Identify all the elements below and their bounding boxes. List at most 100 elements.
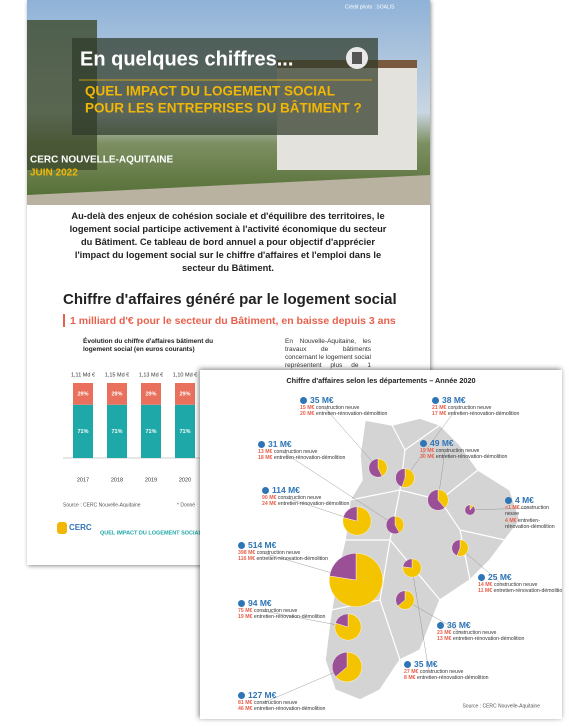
callout-total: 127 M€ (238, 690, 325, 700)
callout-total: 4 M€ (505, 495, 561, 505)
amount-text: construction neuve (278, 495, 322, 501)
bar-label: 71% (111, 429, 122, 435)
amount-label: 398 M€ (238, 550, 255, 556)
callout-total: 38 M€ (432, 395, 519, 405)
callout-line: 116 M€ entretien-rénovation-démolition (238, 556, 328, 562)
amount-label: 46 M€ (238, 706, 252, 712)
x-tick-label: 2017 (77, 477, 89, 483)
callout-line: 8 M€ entretien-rénovation-démolition (404, 675, 489, 681)
section-title: Chiffre d'affaires généré par le logemen… (63, 291, 397, 308)
money-icon (505, 497, 512, 504)
callout-line: 11 M€ entretien-rénovation-démolition (478, 588, 562, 594)
total-label: 514 M€ (248, 540, 276, 550)
callout-total: 49 M€ (420, 438, 507, 448)
bar-label: 71% (179, 429, 190, 435)
money-icon (238, 542, 245, 549)
callout-line: 17 M€ entretien-rénovation-démolition (432, 411, 519, 417)
callout-line: 24 M€ entretien-rénovation-démolition (262, 501, 349, 507)
amount-text: entretien-rénovation-démolition (417, 675, 489, 681)
pie-slice (330, 553, 356, 580)
note: * Donné (177, 502, 195, 508)
logo-mark (57, 522, 67, 534)
total-label: 38 M€ (442, 395, 466, 405)
amount-label: 30 M€ (420, 454, 434, 460)
source: Source : CERC Nouvelle-Aquitaine (63, 502, 141, 508)
amount-text: construction neuve (436, 448, 480, 454)
amount-text: entretien-rénovation-démolition (254, 614, 326, 620)
intro: Au-delà des enjeux de cohésion sociale e… (63, 210, 393, 275)
pie-slice (465, 505, 475, 515)
total-label: 1,11 Md € (71, 372, 95, 378)
amount-text: construction neuve (420, 669, 464, 675)
total-label: 35 M€ (414, 659, 438, 669)
bar-label: 71% (145, 429, 156, 435)
callout-line: 13 M€ entretien-rénovation-démolition (437, 636, 524, 642)
bar-label: 71% (77, 429, 88, 435)
callout: 94 M€75 M€ construction neuve19 M€ entre… (238, 598, 325, 621)
amount-label: 8 M€ (404, 675, 416, 681)
amount-text: entretien-rénovation-démolition (254, 706, 326, 712)
callout-total: 114 M€ (262, 485, 349, 495)
callout-total: 31 M€ (258, 439, 345, 449)
amount-label: 27 M€ (404, 669, 418, 675)
front-page: Chiffre d'affaires selon les département… (200, 370, 562, 719)
callout-total: 94 M€ (238, 598, 325, 608)
amount-label: 15 M€ (300, 405, 314, 411)
logo: CERC (69, 523, 92, 532)
total-label: 31 M€ (268, 439, 292, 449)
total-label: 1,10 Md € (173, 372, 197, 378)
amount-label: 90 M€ (262, 495, 276, 501)
bar-label: 29% (145, 391, 156, 397)
money-icon (478, 574, 485, 581)
total-label: 94 M€ (248, 598, 272, 608)
money-icon (262, 487, 269, 494)
x-tick-label: 2018 (111, 477, 123, 483)
money-icon (432, 397, 439, 404)
amount-label: 11 M€ (478, 588, 492, 594)
amount-label: 75 M€ (238, 608, 252, 614)
total-label: 127 M€ (248, 690, 276, 700)
map-source: Source : CERC Nouvelle-Aquitaine (462, 703, 540, 709)
doc-icon-sheet (352, 52, 362, 64)
callout-total: 25 M€ (478, 572, 562, 582)
callout-total: 35 M€ (404, 659, 489, 669)
total-label: 49 M€ (430, 438, 454, 448)
photo-credit: Crédit photo : SOALIS (345, 4, 395, 10)
x-tick-label: 2019 (145, 477, 157, 483)
amount-text: entretien-rénovation-démolition (256, 556, 328, 562)
map-title: Chiffre d'affaires selon les département… (286, 376, 475, 385)
amount-text: construction neuve (254, 700, 298, 706)
total-label: 4 M€ (515, 495, 534, 505)
callout-total: 35 M€ (300, 395, 387, 405)
amount-label: 14 M€ (478, 582, 492, 588)
amount-text: construction neuve (254, 608, 298, 614)
amount-label: 19 M€ (238, 614, 252, 620)
total-label: 25 M€ (488, 572, 512, 582)
bar-label: 29% (179, 391, 190, 397)
publisher: CERC NOUVELLE-AQUITAINE (30, 155, 173, 166)
amount-label: 4 M€ (505, 518, 517, 524)
page-title: En quelques chiffres... (80, 48, 293, 70)
amount-text: construction neuve (316, 405, 360, 411)
amount-text: entretien-rénovation-démolition (494, 588, 562, 594)
section-subtitle: 1 milliard d'€ pour le secteur du Bâtime… (70, 315, 396, 327)
amount-label: 24 M€ (262, 501, 276, 507)
amount-text: entretien-rénovation-démolition (436, 454, 508, 460)
callout-line: 20 M€ entretien-rénovation-démolition (300, 411, 387, 417)
money-icon (238, 692, 245, 699)
chart-title: Évolution du chiffre d'affaires bâtiment… (83, 338, 223, 354)
amount-label: 23 M€ (437, 630, 451, 636)
amount-label: 13 M€ (258, 449, 272, 455)
callout-line: 30 M€ entretien-rénovation-démolition (420, 454, 507, 460)
subtitle-marker (63, 314, 65, 327)
money-icon (238, 600, 245, 607)
callout: 31 M€13 M€ construction neuve18 M€ entre… (258, 439, 345, 462)
date: JUIN 2022 (30, 168, 78, 179)
money-icon (420, 440, 427, 447)
total-label: 1,15 Md € (105, 372, 129, 378)
